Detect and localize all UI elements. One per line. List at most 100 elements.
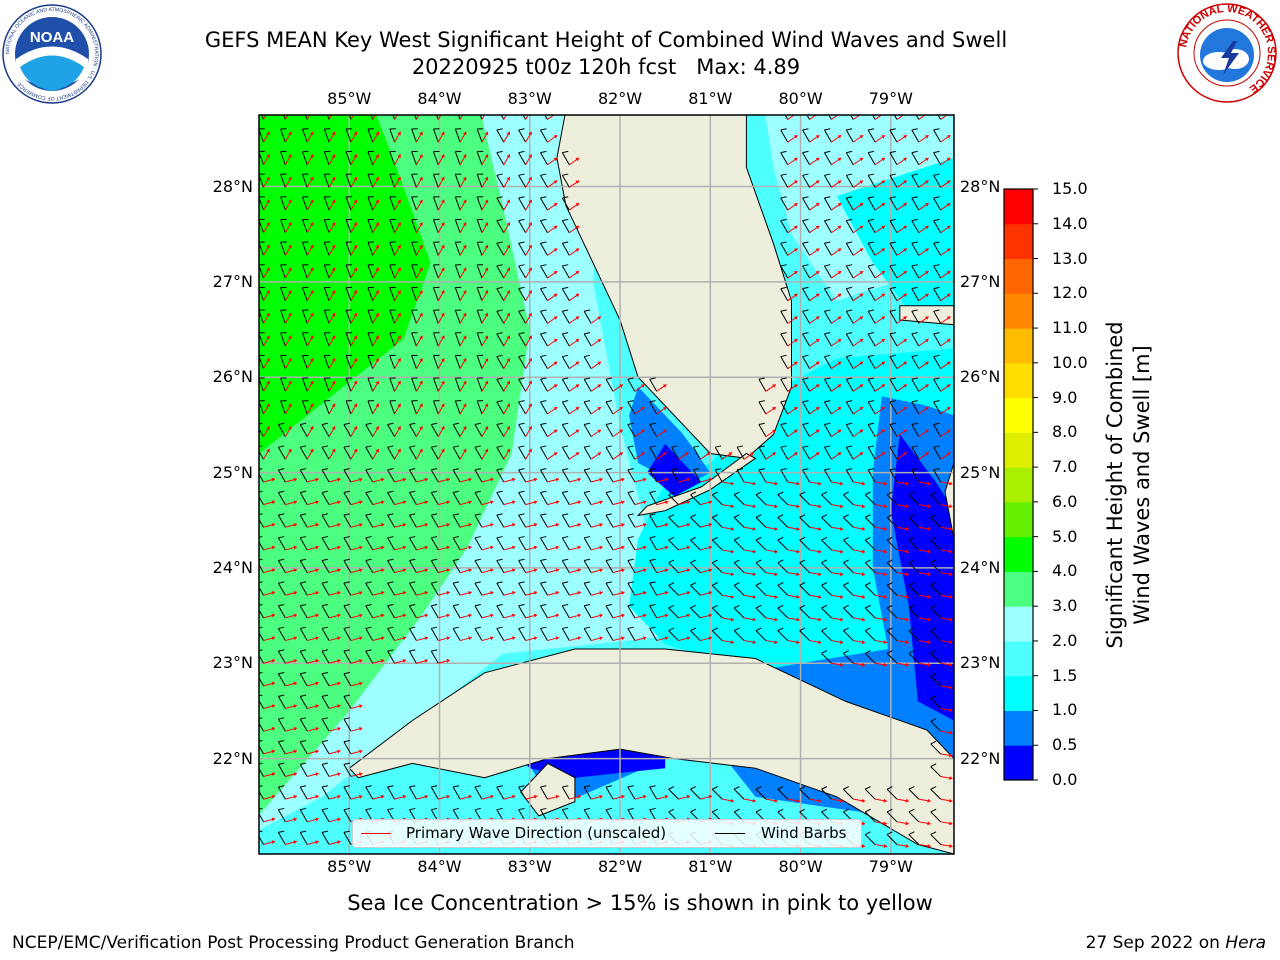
wave-arrow-head: [553, 407, 558, 411]
colorbar-segment: [1004, 606, 1033, 642]
wave-arrow-head: [462, 177, 467, 181]
wind-barb-feather: [933, 445, 940, 448]
wind-barb: [432, 196, 439, 211]
wind-barb-feather: [343, 513, 350, 516]
wind-barb: [345, 310, 352, 324]
wind-barb: [649, 401, 658, 415]
wave-arrow-head: [925, 316, 929, 320]
wind-barb-feather: [409, 626, 416, 629]
wave-arrow-head: [419, 154, 423, 158]
wind-barb-feather: [343, 785, 350, 788]
wind-barb-feather: [843, 536, 849, 541]
wind-barb-feather: [474, 468, 481, 471]
wind-barb-feather: [278, 830, 285, 833]
wave-arrow-head: [310, 109, 313, 113]
wave-arrow-head: [575, 225, 580, 230]
wind-barb: [540, 265, 548, 279]
wave-arrow-head: [555, 636, 560, 641]
wave-arrow-head: [293, 704, 297, 709]
wind-barb-feather: [562, 150, 569, 154]
wave-direction-arrow: [831, 115, 839, 120]
wind-barb: [627, 786, 636, 800]
wind-barb: [540, 401, 548, 415]
wind-barb: [886, 630, 898, 641]
wave-arrow-head: [949, 844, 953, 848]
wind-barb-feather: [321, 830, 329, 833]
wind-barb: [326, 115, 330, 120]
wave-arrow-head: [946, 203, 951, 207]
lon-label-bottom: 81°W: [688, 857, 733, 876]
wind-barb: [452, 560, 461, 573]
wave-arrow-head: [309, 177, 314, 181]
wind-barb: [561, 605, 570, 619]
wind-barb-feather: [278, 490, 285, 493]
wind-barb: [321, 560, 330, 573]
wave-arrow-head: [925, 203, 929, 207]
wind-barb: [799, 517, 810, 528]
wave-arrow-head: [818, 594, 822, 599]
wind-barb: [911, 401, 920, 415]
wind-barb: [474, 605, 483, 619]
wind-barb-feather: [540, 807, 547, 811]
wind-barb: [799, 607, 810, 619]
wave-arrow-head: [375, 177, 379, 181]
wave-arrow-head: [293, 726, 297, 731]
wind-barb: [411, 264, 417, 279]
wave-arrow-head: [925, 271, 929, 275]
wave-arrow-head: [490, 523, 494, 527]
wave-arrow-head: [774, 504, 778, 509]
wave-arrow-head: [337, 568, 341, 573]
wind-barb: [408, 537, 417, 551]
wind-barb-feather: [431, 807, 438, 811]
wind-barb: [387, 424, 396, 437]
wave-arrow-head: [402, 568, 407, 573]
wave-arrow-head: [424, 658, 429, 663]
wind-barb-feather: [321, 807, 329, 811]
wave-arrow-head: [793, 225, 798, 230]
wind-barb: [845, 197, 854, 211]
wind-barb-feather: [889, 377, 896, 380]
wind-barb-feather: [584, 785, 591, 788]
wave-arrow-head: [419, 380, 423, 385]
wind-barb: [930, 630, 941, 641]
wind-barb-feather: [343, 536, 350, 539]
wind-barb: [411, 400, 417, 415]
wind-barb-feather: [605, 536, 612, 539]
wave-arrow-head: [905, 640, 909, 645]
wave-arrow-head: [331, 426, 336, 430]
wave-arrow-head: [462, 131, 467, 136]
wind-barb-feather: [627, 785, 634, 788]
wind-barb: [605, 446, 614, 460]
wind-barb: [299, 832, 308, 845]
wave-arrow-head: [555, 477, 560, 482]
wind-barb: [886, 584, 898, 596]
wave-arrow-head: [337, 500, 341, 505]
wind-barb: [758, 446, 767, 460]
wave-arrow-head: [353, 267, 358, 272]
wave-arrow-head: [271, 658, 276, 663]
wave-arrow-head: [925, 157, 929, 162]
wave-arrow-head: [528, 177, 532, 181]
wave-arrow-head: [837, 452, 842, 456]
wind-barb-feather: [933, 354, 940, 358]
wind-barb: [843, 788, 854, 800]
colorbar-label: 3.0: [1052, 596, 1078, 616]
wind-barb: [408, 560, 417, 573]
wind-barb-feather: [387, 785, 394, 788]
wind-barb: [345, 151, 352, 165]
wind-barb: [733, 630, 745, 641]
wind-barb: [864, 539, 876, 551]
wave-arrow-head: [359, 545, 363, 550]
wind-barb: [365, 537, 374, 551]
wind-barb-feather: [300, 649, 307, 652]
wind-barb: [299, 582, 308, 596]
wave-arrow-head: [380, 545, 385, 550]
wind-barb: [889, 310, 898, 324]
wind-barb-feather: [605, 581, 612, 584]
wave-arrow-head: [708, 568, 712, 573]
wind-barb: [432, 219, 439, 233]
wind-barb-feather: [668, 786, 675, 790]
wave-arrow-head: [946, 316, 951, 320]
wave-arrow-head: [462, 290, 467, 294]
wave-arrow-head: [375, 290, 379, 294]
